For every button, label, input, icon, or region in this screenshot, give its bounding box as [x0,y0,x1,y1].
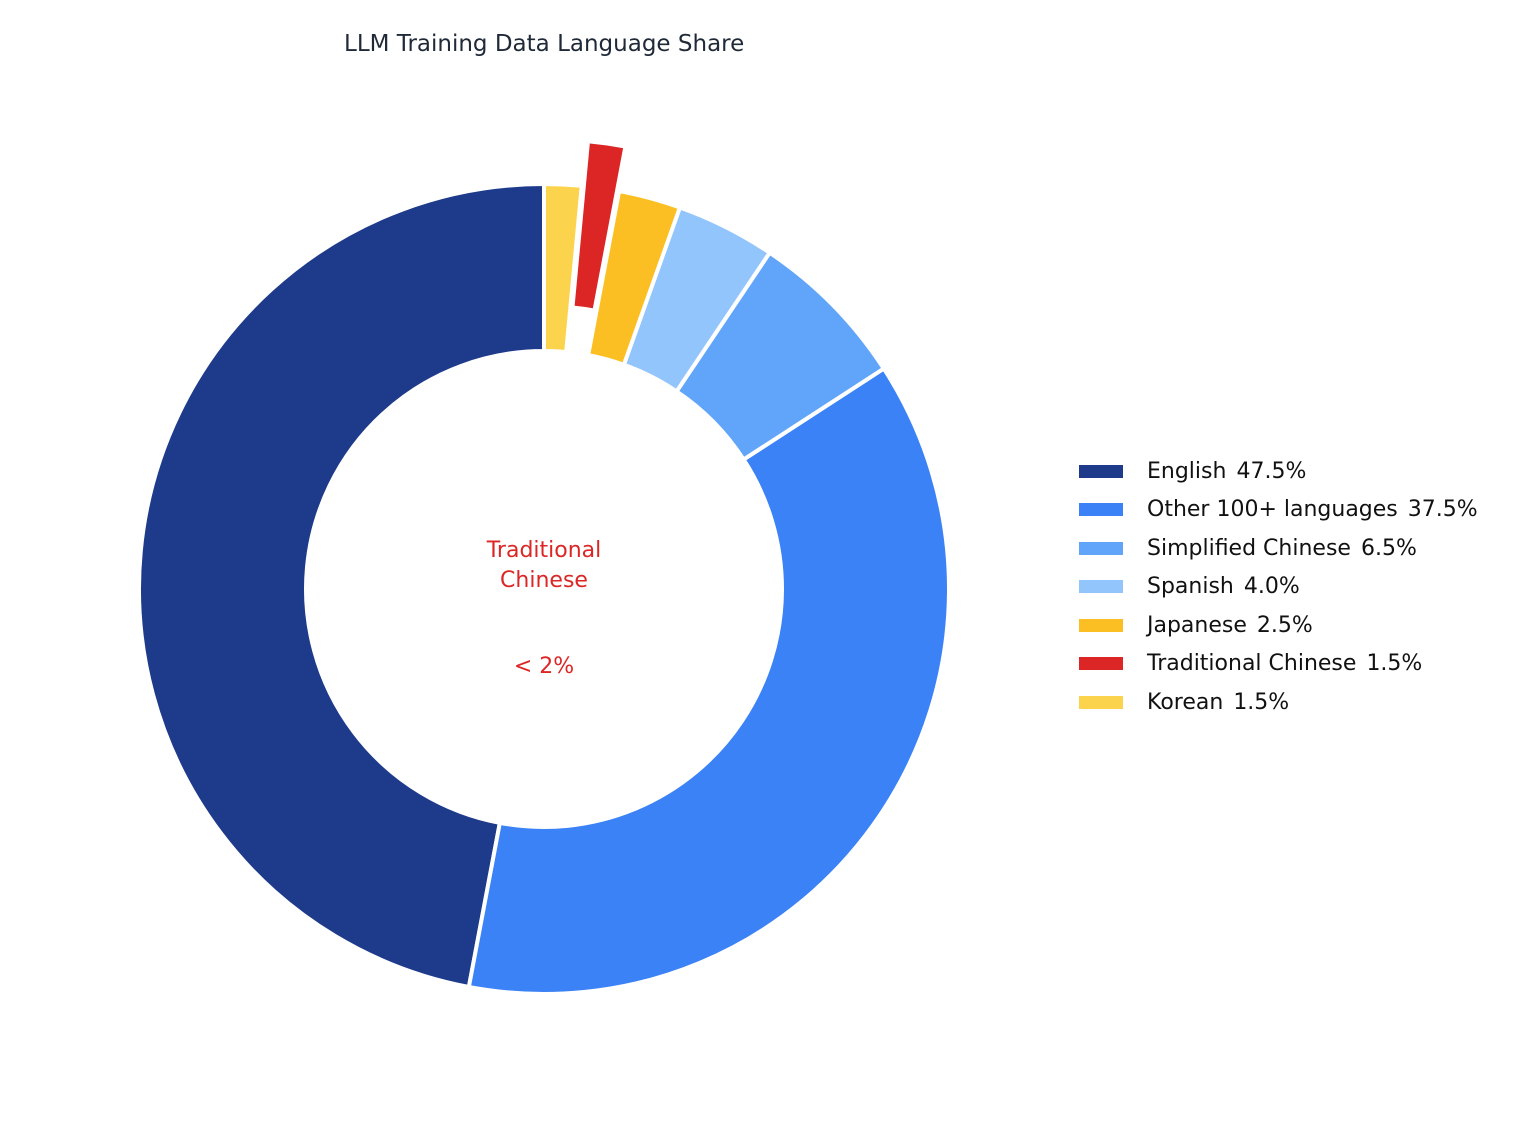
legend-label: Spanish [1147,574,1234,600]
chart-title: LLM Training Data Language Share [344,31,745,57]
slice [466,365,951,996]
legend-swatch [1079,618,1123,632]
slice [570,139,628,313]
legend-swatch [1079,541,1123,555]
annotation: Traditional Chinese < 2% [464,536,624,682]
legend-item: Spanish 4.0% [1079,568,1478,607]
legend-swatch [1079,503,1123,517]
slice [542,181,584,355]
legend-swatch [1079,695,1123,709]
annotation-note: < 2% [513,654,575,679]
legend-label: Simplified Chinese [1147,535,1351,561]
legend-item: Simplified Chinese 6.5% [1079,529,1478,568]
legend-swatch [1079,657,1123,671]
annotation-label: Traditional Chinese [486,538,602,593]
legend-label: Korean [1147,689,1224,715]
legend-label: Japanese [1147,612,1247,638]
legend-swatch [1079,464,1123,478]
legend-value: 1.5% [1366,651,1423,677]
legend-value: 4.0% [1243,574,1300,600]
legend-item: Korean 1.5% [1079,683,1478,722]
legend-item: English 47.5% [1079,452,1478,491]
legend-value: 1.5% [1233,689,1290,715]
slice [585,188,683,368]
legend-item: Other 100+ languages 37.5% [1079,491,1478,530]
legend-label: English [1147,458,1227,484]
legend-label: Other 100+ languages [1147,497,1398,523]
legend-value: 6.5% [1360,535,1417,561]
legend-value: 37.5% [1407,497,1478,523]
legend-label: Traditional Chinese [1147,651,1357,677]
legend-value: 47.5% [1236,458,1307,484]
legend-item: Japanese 2.5% [1079,606,1478,645]
legend-value: 2.5% [1256,612,1313,638]
legend: English 47.5% Other 100+ languages 37.5% Sim… [1079,452,1478,722]
legend-item: Traditional Chinese 1.5% [1079,645,1478,684]
slice [137,181,546,990]
legend-swatch [1079,580,1123,594]
